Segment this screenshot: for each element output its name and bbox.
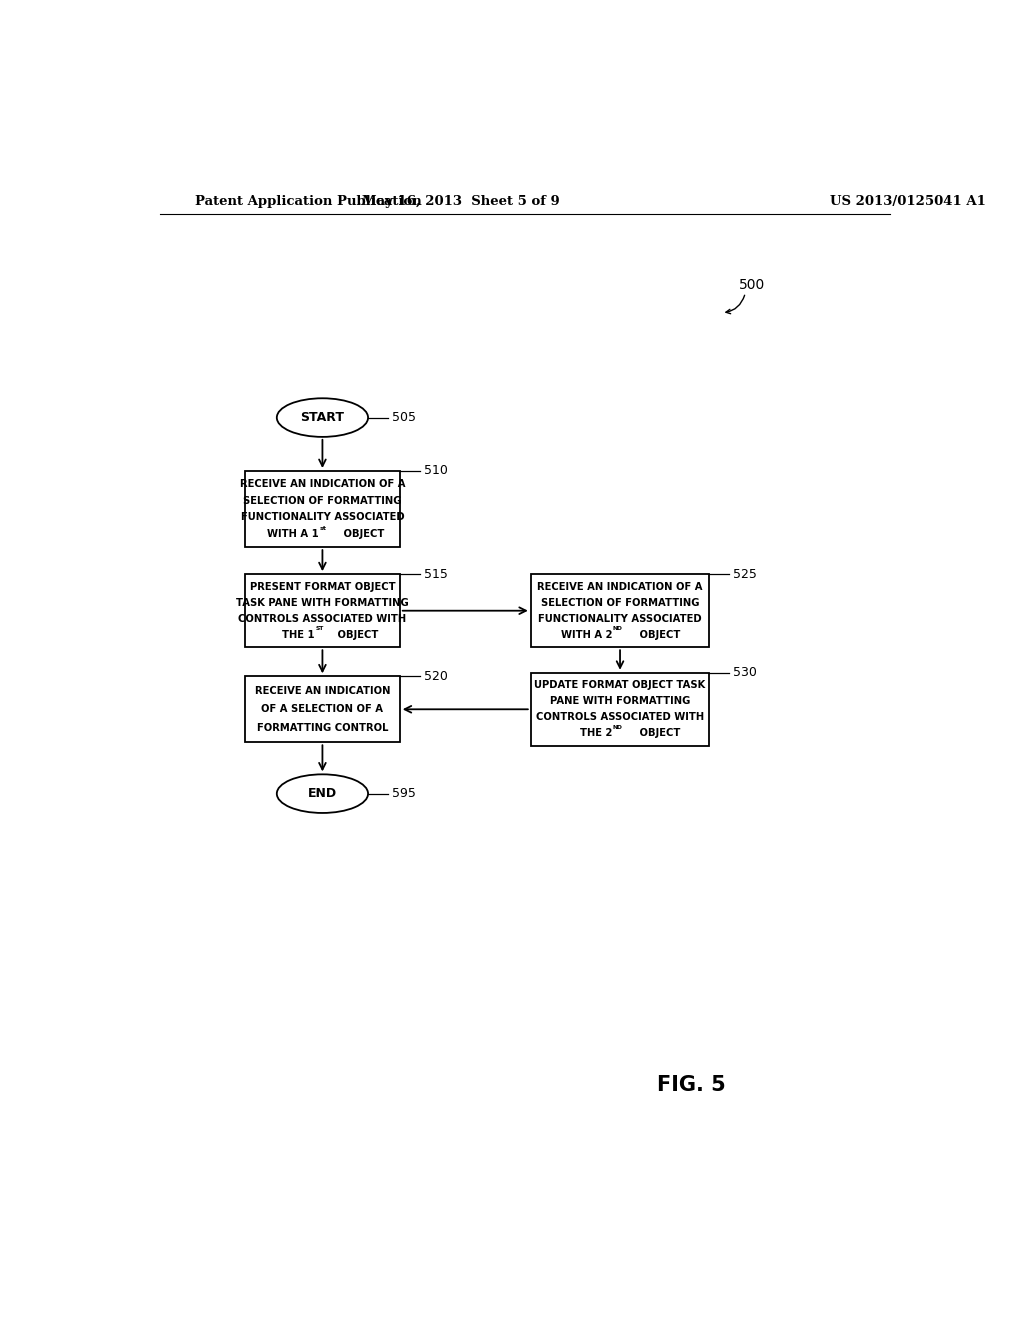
- Text: ST: ST: [315, 626, 324, 631]
- Text: CONTROLS ASSOCIATED WITH: CONTROLS ASSOCIATED WITH: [239, 614, 407, 624]
- Text: RECEIVE AN INDICATION OF A: RECEIVE AN INDICATION OF A: [240, 479, 406, 488]
- Text: FIG. 5: FIG. 5: [657, 1076, 726, 1096]
- Text: OBJECT: OBJECT: [334, 630, 379, 640]
- Text: TASK PANE WITH FORMATTING: TASK PANE WITH FORMATTING: [237, 598, 409, 607]
- Text: CONTROLS ASSOCIATED WITH: CONTROLS ASSOCIATED WITH: [536, 713, 705, 722]
- Text: SELECTION OF FORMATTING: SELECTION OF FORMATTING: [541, 598, 699, 607]
- Text: ND: ND: [613, 626, 623, 631]
- FancyArrowPatch shape: [726, 296, 744, 314]
- Text: st: st: [319, 525, 327, 531]
- Text: START: START: [300, 411, 344, 424]
- Text: OBJECT: OBJECT: [340, 529, 384, 539]
- Text: 595: 595: [392, 787, 416, 800]
- Text: 525: 525: [733, 568, 757, 581]
- Text: PANE WITH FORMATTING: PANE WITH FORMATTING: [550, 696, 690, 706]
- Text: END: END: [308, 787, 337, 800]
- Text: 505: 505: [392, 411, 416, 424]
- Text: RECEIVE AN INDICATION OF A: RECEIVE AN INDICATION OF A: [538, 582, 702, 591]
- Text: FORMATTING CONTROL: FORMATTING CONTROL: [257, 723, 388, 733]
- Text: 530: 530: [733, 667, 757, 680]
- Text: OBJECT: OBJECT: [636, 630, 680, 640]
- Text: WITH A 1: WITH A 1: [266, 529, 318, 539]
- Text: RECEIVE AN INDICATION: RECEIVE AN INDICATION: [255, 686, 390, 696]
- Text: PRESENT FORMAT OBJECT: PRESENT FORMAT OBJECT: [250, 582, 395, 591]
- Text: 520: 520: [424, 669, 447, 682]
- Text: 515: 515: [424, 568, 447, 581]
- Text: WITH A 2: WITH A 2: [560, 630, 612, 640]
- Text: OF A SELECTION OF A: OF A SELECTION OF A: [261, 705, 383, 714]
- Text: Patent Application Publication: Patent Application Publication: [196, 194, 422, 207]
- Text: SELECTION OF FORMATTING: SELECTION OF FORMATTING: [243, 496, 401, 506]
- Text: FUNCTIONALITY ASSOCIATED: FUNCTIONALITY ASSOCIATED: [539, 614, 701, 624]
- Text: US 2013/0125041 A1: US 2013/0125041 A1: [830, 194, 986, 207]
- Text: FUNCTIONALITY ASSOCIATED: FUNCTIONALITY ASSOCIATED: [241, 512, 404, 523]
- Text: THE 2: THE 2: [580, 729, 612, 738]
- Text: 500: 500: [739, 279, 765, 293]
- Text: ND: ND: [613, 725, 623, 730]
- Text: 510: 510: [424, 465, 447, 478]
- Text: May 16, 2013  Sheet 5 of 9: May 16, 2013 Sheet 5 of 9: [362, 194, 560, 207]
- Text: UPDATE FORMAT OBJECT TASK: UPDATE FORMAT OBJECT TASK: [535, 680, 706, 690]
- Text: OBJECT: OBJECT: [636, 729, 680, 738]
- Text: THE 1: THE 1: [282, 630, 314, 640]
